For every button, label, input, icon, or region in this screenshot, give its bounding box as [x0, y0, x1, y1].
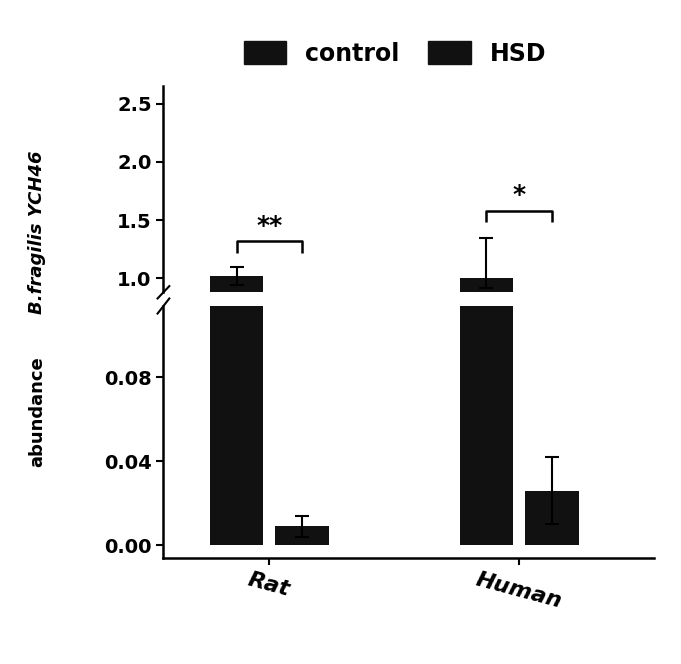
Text: B.fragilis YCH46: B.fragilis YCH46	[29, 151, 46, 314]
Text: **: **	[256, 214, 283, 238]
Bar	[525, 392, 579, 394]
Bar	[210, 0, 264, 545]
Bar	[275, 527, 329, 545]
Text: *: *	[513, 183, 526, 207]
Text: abundance: abundance	[29, 357, 46, 467]
Bar	[460, 278, 513, 394]
Bar	[525, 491, 579, 545]
Bar	[210, 276, 264, 394]
Bar	[460, 0, 513, 545]
Legend: control, HSD: control, HSD	[234, 32, 556, 75]
